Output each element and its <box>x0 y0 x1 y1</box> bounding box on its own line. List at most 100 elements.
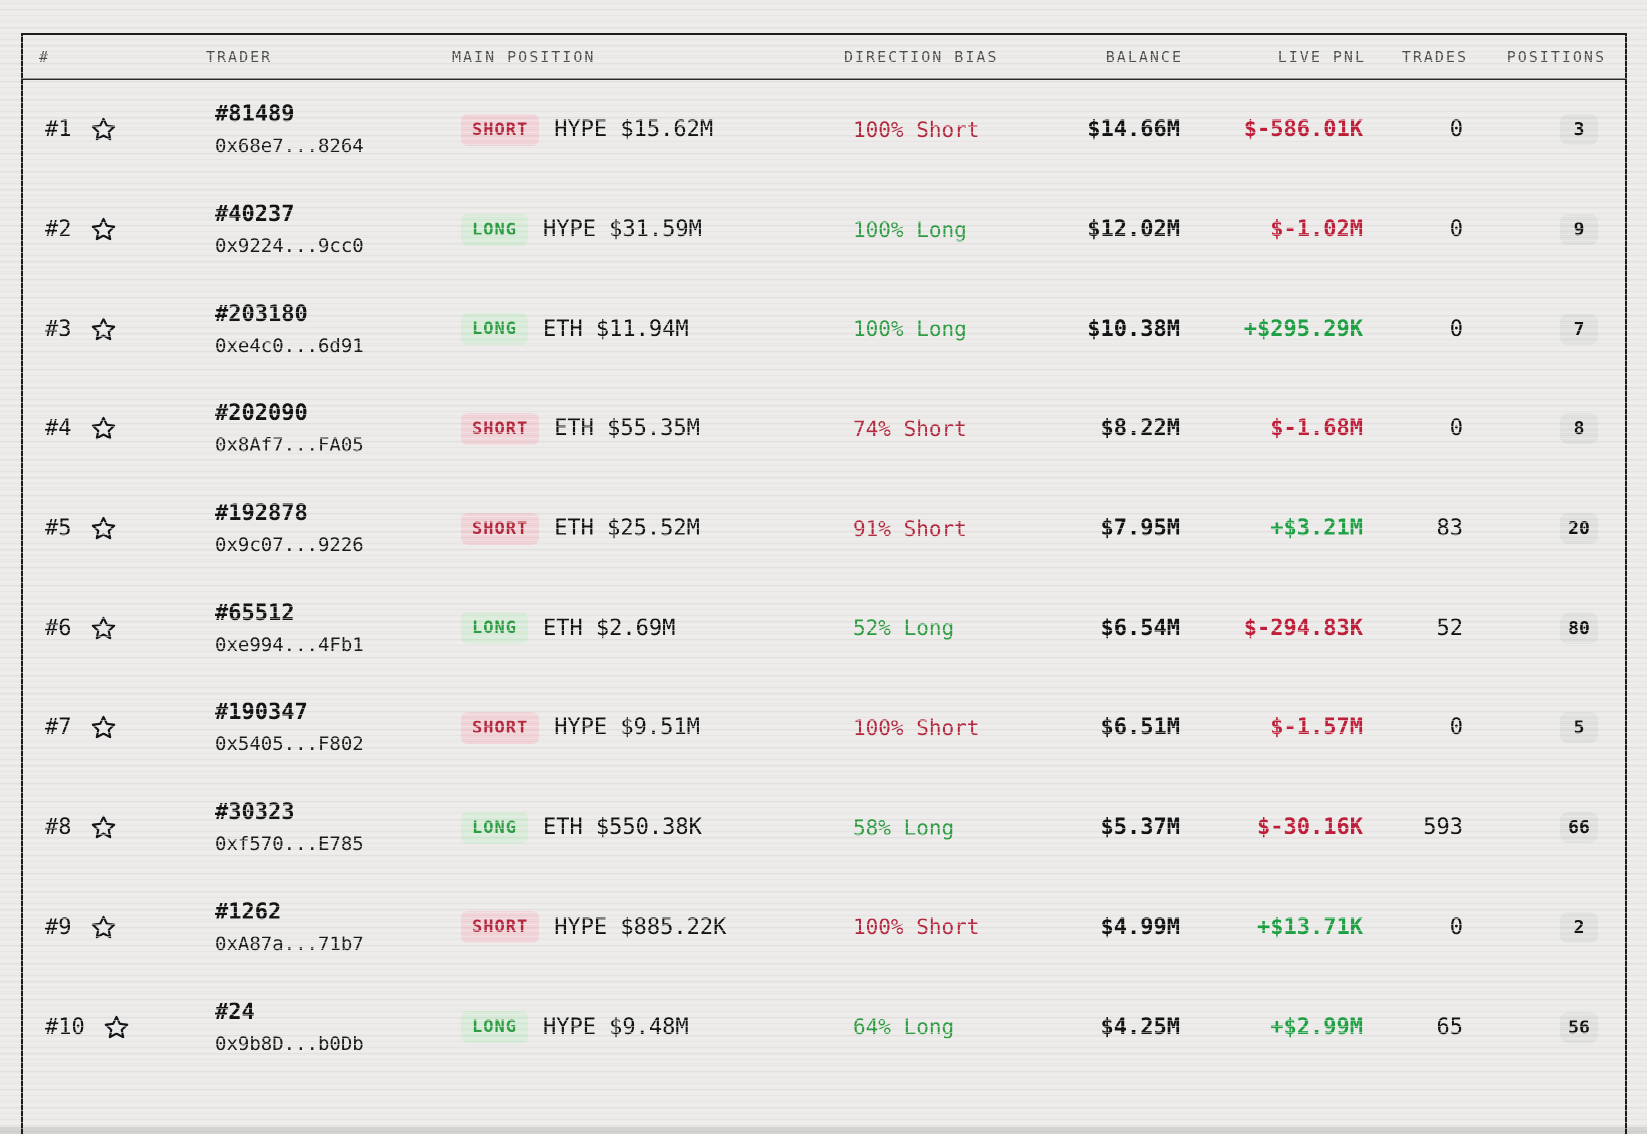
balance-value: $12.02M <box>1087 217 1180 243</box>
table-body: #1 #81489 0x68e7...8264 SHORT HYPE $15.6… <box>23 80 1625 1077</box>
column-header-trades[interactable]: TRADES <box>1401 47 1468 66</box>
balance-value: $4.25M <box>1100 1014 1180 1040</box>
live-pnl-value: +$3.21M <box>1270 516 1363 542</box>
positions-badge: 66 <box>1560 812 1598 844</box>
trader-cell[interactable]: #202090 0x8Af7...FA05 <box>215 401 461 456</box>
favorite-star-icon[interactable] <box>90 515 117 542</box>
column-header-trader[interactable]: TRADER <box>206 47 273 66</box>
position-value: ETH $25.52M <box>554 516 700 542</box>
table-row[interactable]: #1 #81489 0x68e7...8264 SHORT HYPE $15.6… <box>23 80 1625 180</box>
trader-id: #30323 <box>215 800 295 826</box>
trades-count: 0 <box>1449 117 1463 143</box>
rank-label: #6 <box>45 615 72 641</box>
positions-cell: 7 <box>1468 313 1625 345</box>
table-row[interactable]: #7 #190347 0x5405...F802 SHORT HYPE $9.5… <box>23 678 1625 778</box>
favorite-star-icon[interactable] <box>103 1014 130 1041</box>
trader-cell[interactable]: #203180 0xe4c0...6d91 <box>215 302 461 357</box>
trades-count: 0 <box>1449 217 1463 243</box>
trader-id: #81489 <box>215 102 295 128</box>
main-position-cell: SHORT ETH $25.52M <box>461 512 853 545</box>
table-row[interactable]: #4 #202090 0x8Af7...FA05 SHORT ETH $55.3… <box>23 379 1625 479</box>
column-header-live-pnl[interactable]: LIVE PNL <box>1277 47 1366 66</box>
rank-cell: #8 <box>23 814 215 841</box>
rank-cell: #2 <box>23 216 215 243</box>
favorite-star-icon[interactable] <box>90 814 117 841</box>
positions-cell: 80 <box>1468 612 1625 644</box>
favorite-star-icon[interactable] <box>90 415 117 442</box>
positions-badge: 20 <box>1560 513 1598 545</box>
trader-address: 0xf570...E785 <box>215 833 364 856</box>
bottom-edge <box>0 1127 1647 1134</box>
balance-value: $6.51M <box>1100 715 1180 741</box>
trader-id: #24 <box>215 999 255 1025</box>
side-badge: LONG <box>461 811 528 844</box>
trader-address: 0xe994...4Fb1 <box>215 633 364 656</box>
main-position-cell: SHORT HYPE $15.62M <box>461 113 853 146</box>
favorite-star-icon[interactable] <box>90 914 117 941</box>
direction-bias-value: 74% Short <box>853 416 967 441</box>
direction-bias-value: 100% Long <box>853 317 967 342</box>
favorite-star-icon[interactable] <box>90 615 117 642</box>
side-badge: SHORT <box>461 512 540 545</box>
favorite-star-icon[interactable] <box>90 116 117 143</box>
trader-cell[interactable]: #30323 0xf570...E785 <box>215 800 461 855</box>
trader-id: #203180 <box>215 301 308 327</box>
live-pnl-value: $-1.02M <box>1270 217 1363 243</box>
rank-cell: #7 <box>23 714 215 741</box>
rank-cell: #10 <box>23 1014 215 1041</box>
position-value: HYPE $15.62M <box>554 117 714 143</box>
balance-value: $7.95M <box>1100 516 1180 542</box>
live-pnl-value: +$2.99M <box>1270 1014 1363 1040</box>
trader-address: 0x68e7...8264 <box>215 135 364 158</box>
trader-address: 0x9c07...9226 <box>215 534 364 557</box>
table-row[interactable]: #2 #40237 0x9224...9cc0 LONG HYPE $31.59… <box>23 180 1625 280</box>
table-row[interactable]: #6 #65512 0xe994...4Fb1 LONG ETH $2.69M … <box>23 578 1625 678</box>
table-row[interactable]: #9 #1262 0xA87a...71b7 SHORT HYPE $885.2… <box>23 878 1625 978</box>
trader-address: 0xA87a...71b7 <box>215 932 364 955</box>
direction-bias-value: 100% Short <box>853 715 980 740</box>
direction-bias-value: 100% Short <box>853 915 980 940</box>
position-value: ETH $55.35M <box>554 416 700 442</box>
positions-cell: 20 <box>1468 513 1625 545</box>
side-badge: SHORT <box>461 412 540 445</box>
main-position-cell: SHORT HYPE $9.51M <box>461 711 853 744</box>
trades-count: 0 <box>1449 715 1463 741</box>
trader-cell[interactable]: #81489 0x68e7...8264 <box>215 102 461 157</box>
balance-value: $6.54M <box>1100 615 1180 641</box>
main-position-cell: LONG ETH $550.38K <box>461 811 853 844</box>
trader-cell[interactable]: #24 0x9b8D...b0Db <box>215 1000 461 1055</box>
rank-label: #8 <box>45 815 72 841</box>
rank-cell: #5 <box>23 515 215 542</box>
table-header: # TRADER MAIN POSITION DIRECTION BIAS BA… <box>23 35 1625 80</box>
table-row[interactable]: #3 #203180 0xe4c0...6d91 LONG ETH $11.94… <box>23 279 1625 379</box>
table-row[interactable]: #10 #24 0x9b8D...b0Db LONG HYPE $9.48M 6… <box>23 977 1625 1077</box>
favorite-star-icon[interactable] <box>90 316 117 343</box>
trades-count: 0 <box>1449 914 1463 940</box>
side-badge: LONG <box>461 612 528 645</box>
trader-cell[interactable]: #190347 0x5405...F802 <box>215 700 461 755</box>
table-row[interactable]: #5 #192878 0x9c07...9226 SHORT ETH $25.5… <box>23 479 1625 579</box>
trader-address: 0xe4c0...6d91 <box>215 334 364 357</box>
favorite-star-icon[interactable] <box>90 714 117 741</box>
trader-cell[interactable]: #1262 0xA87a...71b7 <box>215 900 461 955</box>
side-badge: SHORT <box>461 911 540 944</box>
rank-label: #7 <box>45 715 72 741</box>
column-header-balance[interactable]: BALANCE <box>1105 47 1183 66</box>
favorite-star-icon[interactable] <box>90 216 117 243</box>
balance-value: $8.22M <box>1100 416 1180 442</box>
trader-cell[interactable]: #192878 0x9c07...9226 <box>215 501 461 556</box>
column-header-positions[interactable]: POSITIONS <box>1506 47 1606 66</box>
rank-cell: #4 <box>23 415 215 442</box>
trades-count: 65 <box>1436 1014 1464 1040</box>
trader-cell[interactable]: #40237 0x9224...9cc0 <box>215 202 461 257</box>
live-pnl-value: +$295.29K <box>1243 316 1363 342</box>
balance-value: $5.37M <box>1100 815 1180 841</box>
positions-badge: 3 <box>1560 114 1598 146</box>
trader-cell[interactable]: #65512 0xe994...4Fb1 <box>215 601 461 656</box>
table-row[interactable]: #8 #30323 0xf570...E785 LONG ETH $550.38… <box>23 778 1625 878</box>
positions-badge: 9 <box>1560 214 1598 246</box>
column-header-rank[interactable]: # <box>39 47 51 66</box>
positions-badge: 8 <box>1560 413 1598 445</box>
column-header-main-position[interactable]: MAIN POSITION <box>452 47 596 66</box>
column-header-direction-bias[interactable]: DIRECTION BIAS <box>844 47 999 66</box>
